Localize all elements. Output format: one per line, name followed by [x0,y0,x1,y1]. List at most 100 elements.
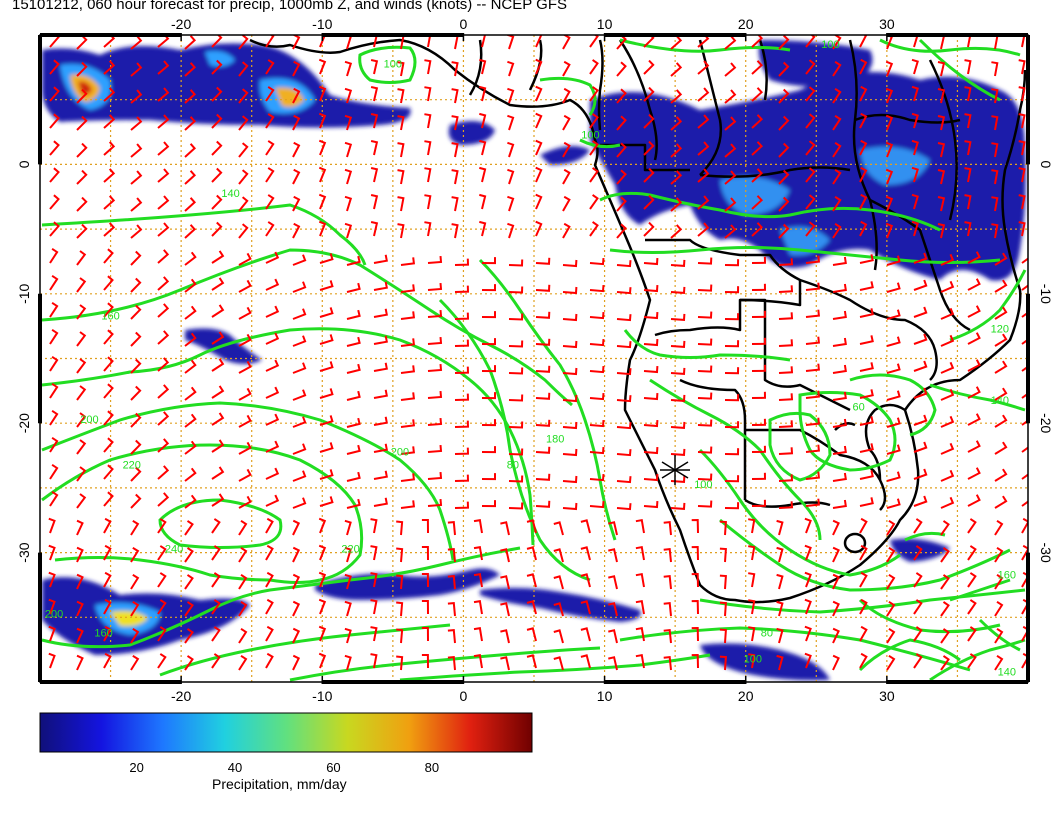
wind-barb [832,87,842,104]
lon-label-bottom: -20 [171,688,191,704]
wind-barb [184,655,194,671]
wind-barb [589,474,605,482]
wind-barb [608,656,618,671]
wind-barb [130,224,143,239]
wind-barb [48,544,56,561]
wind-barb [157,465,170,480]
wind-barb [994,600,1004,617]
wind-barb [318,544,327,561]
wind-barb [319,388,334,399]
wind-barb [778,223,790,239]
wind-barb [421,519,429,534]
wind-barb [238,306,252,320]
wind-barb [424,194,432,210]
lat-label-left: -20 [16,413,32,433]
wind-barb [832,60,842,77]
wind-barb [479,58,487,75]
wind-barb [130,654,140,671]
wind-barb [184,62,197,77]
wind-barb [500,602,510,617]
wind-barb [670,62,683,77]
wind-barb [937,196,946,212]
wind-barb [991,223,999,239]
wind-barb [580,627,591,642]
lon-label-top: 0 [460,16,468,32]
wind-barb [526,519,537,534]
wind-barb [265,440,280,453]
wind-barb [370,626,378,642]
wind-barb [535,85,543,102]
wind-barb [508,394,524,402]
wind-barb [373,281,388,291]
wind-barb [184,89,197,104]
wind-barb [76,654,84,671]
wind-barb [859,166,868,183]
wind-barb [967,386,981,399]
wind-barb [911,166,919,183]
wind-barb [937,115,946,131]
wind-barb [346,336,361,347]
wind-barb [130,62,143,77]
wind-barb [724,89,737,104]
wind-barb [940,388,955,401]
wind-barb [292,335,307,347]
wind-barb [48,517,56,534]
wind-barb [643,312,659,320]
wind-barb [184,574,194,590]
wind-barb [778,115,790,131]
wind-barb [292,600,301,617]
wind-barb [940,655,950,671]
wind-barb [776,600,784,617]
wind-barb [319,442,334,453]
wind-barb [937,61,946,77]
wind-barb [400,257,416,266]
wind-barb [670,448,686,456]
wind-barb [238,387,252,401]
wind-barb [719,574,727,590]
wind-barb [697,168,710,183]
wind-barb [344,222,353,239]
contour-label: 140 [991,395,1009,407]
wind-barb [832,141,842,158]
wind-barb [724,286,740,294]
wind-barb [859,281,874,291]
wind-barb [184,251,197,266]
wind-barb [1021,338,1028,345]
wind-barb [589,194,599,210]
wind-barb [76,385,87,401]
wind-barb [103,114,116,129]
wind-barb [937,88,946,104]
contour-label: 80 [507,459,519,471]
wind-barb [616,169,627,185]
wind-barb [562,259,578,268]
wind-barb [670,286,686,294]
wind-barb [589,393,605,401]
wind-barb [49,463,59,480]
wind-barb [719,601,727,617]
wind-barb [859,416,874,426]
wind-barb [292,389,307,401]
wind-barb [211,466,225,480]
wind-barb [805,255,820,264]
wind-barb [805,498,820,507]
wind-barb [103,437,114,453]
wind-barb [238,654,248,671]
wind-barb [911,139,919,156]
wind-barb [608,629,618,644]
wind-barb [479,166,487,183]
wind-barb [130,493,142,509]
wind-barb [424,86,432,102]
wind-barb [265,467,280,480]
wind-barb [859,112,868,129]
wind-barb [553,521,564,536]
wind-barb [994,252,1008,266]
wind-barb [508,259,524,267]
wind-barb [691,518,699,534]
wind-barb [238,252,252,266]
wind-barb [451,223,459,239]
wind-barb [130,35,143,50]
wind-barb [76,223,88,239]
wind-barb [724,170,737,185]
wind-barb [805,113,816,129]
wind-barb [373,389,388,399]
